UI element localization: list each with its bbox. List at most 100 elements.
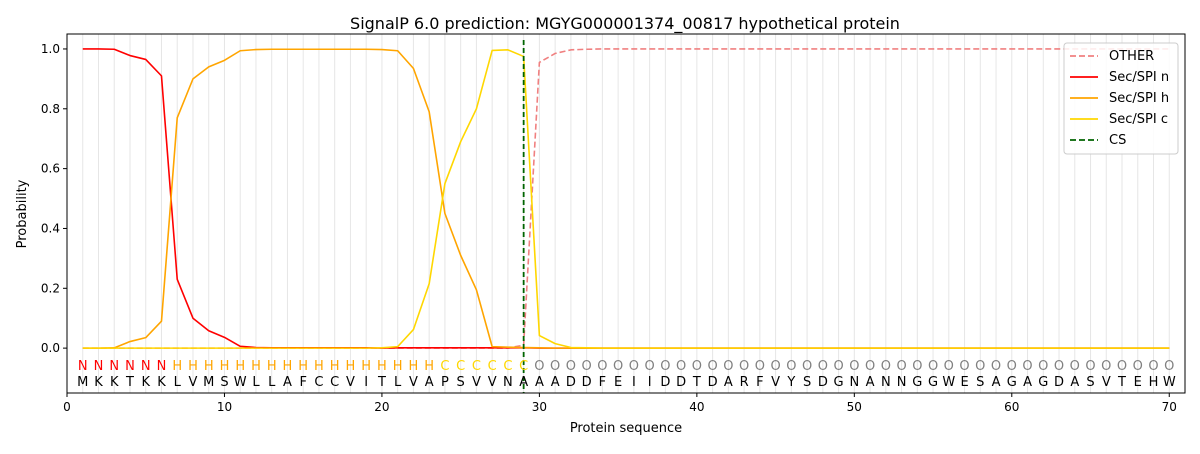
region-label: O bbox=[723, 359, 733, 374]
residue-label: V bbox=[488, 375, 497, 390]
residue-label: I bbox=[364, 375, 368, 390]
region-label: O bbox=[692, 359, 702, 374]
region-label: H bbox=[204, 359, 214, 374]
residue-label: K bbox=[141, 375, 150, 390]
residue-label: I bbox=[648, 375, 652, 390]
residue-label: W bbox=[942, 375, 955, 390]
region-label: N bbox=[125, 359, 135, 374]
series-line-sec-spi-h: Sec/SPI h bbox=[82, 48, 1170, 349]
region-label: O bbox=[818, 359, 828, 374]
region-label: O bbox=[912, 359, 922, 374]
region-label: O bbox=[1101, 359, 1111, 374]
region-label: O bbox=[944, 359, 954, 374]
region-label: O bbox=[1038, 359, 1048, 374]
x-tick-label: 40 bbox=[689, 400, 704, 414]
y-axis-label: Probability bbox=[15, 179, 30, 248]
region-label: O bbox=[1007, 359, 1017, 374]
region-label: O bbox=[1117, 359, 1127, 374]
region-label: O bbox=[802, 359, 812, 374]
residue-label: W bbox=[1163, 375, 1176, 390]
residue-label: F bbox=[599, 375, 606, 390]
residue-label: M bbox=[77, 375, 88, 390]
region-label: O bbox=[881, 359, 891, 374]
residue-label: E bbox=[614, 375, 622, 390]
residue-label: T bbox=[1117, 375, 1126, 390]
region-label: O bbox=[629, 359, 639, 374]
region-label: O bbox=[566, 359, 576, 374]
region-label: H bbox=[298, 359, 308, 374]
region-label: O bbox=[645, 359, 655, 374]
region-label: H bbox=[188, 359, 198, 374]
region-label: O bbox=[928, 359, 938, 374]
region-label: O bbox=[1133, 359, 1143, 374]
region-label: O bbox=[786, 359, 796, 374]
residue-label: V bbox=[189, 375, 198, 390]
residue-label: K bbox=[157, 375, 166, 390]
residue-label: D bbox=[660, 375, 670, 390]
x-tick-label: 70 bbox=[1162, 400, 1177, 414]
plot-frame bbox=[66, 33, 1186, 394]
region-label: N bbox=[94, 359, 104, 374]
region-label: O bbox=[1054, 359, 1064, 374]
residue-label: N bbox=[503, 375, 513, 390]
residue-label: F bbox=[299, 375, 306, 390]
residue-label: Y bbox=[786, 375, 795, 390]
residue-label: L bbox=[268, 375, 276, 390]
legend-label: CS bbox=[1109, 133, 1126, 148]
residue-label: G bbox=[1007, 375, 1017, 390]
residue-label: W bbox=[234, 375, 247, 390]
series-line-sec-spi-n: Sec/SPI n bbox=[82, 48, 1170, 349]
region-label: O bbox=[833, 359, 843, 374]
residue-label: S bbox=[976, 375, 984, 390]
region-label: O bbox=[707, 359, 717, 374]
legend-label: Sec/SPI h bbox=[1109, 91, 1169, 106]
residue-label: G bbox=[912, 375, 922, 390]
x-tick-label: 50 bbox=[847, 400, 862, 414]
region-label: O bbox=[991, 359, 1001, 374]
region-label: N bbox=[109, 359, 119, 374]
region-label: O bbox=[739, 359, 749, 374]
region-label: O bbox=[582, 359, 592, 374]
residue-label: D bbox=[676, 375, 686, 390]
residue-label: N bbox=[897, 375, 907, 390]
region-label: H bbox=[393, 359, 403, 374]
region-label: O bbox=[1148, 359, 1158, 374]
region-label: O bbox=[1164, 359, 1174, 374]
region-label: O bbox=[865, 359, 875, 374]
residue-label: S bbox=[803, 375, 811, 390]
residue-label: R bbox=[740, 375, 749, 390]
legend-label: Sec/SPI c bbox=[1109, 112, 1168, 127]
region-label: O bbox=[534, 359, 544, 374]
y-tick-label: 0.2 bbox=[41, 281, 60, 295]
residue-label: A bbox=[283, 375, 292, 390]
legend-box bbox=[1063, 42, 1179, 155]
region-label: H bbox=[283, 359, 293, 374]
region-label: H bbox=[220, 359, 230, 374]
region-label: C bbox=[456, 359, 465, 374]
x-tick-label: 30 bbox=[532, 400, 547, 414]
x-axis: 0 10 20 30 40 50 60 70 bbox=[63, 393, 1177, 414]
region-label: H bbox=[361, 359, 371, 374]
residue-label: G bbox=[928, 375, 938, 390]
x-tick-label: 60 bbox=[1004, 400, 1019, 414]
chart-title: SignalP 6.0 prediction: MGYG000001374_00… bbox=[350, 14, 900, 34]
legend-label: Sec/SPI n bbox=[1109, 70, 1169, 85]
region-label: O bbox=[849, 359, 859, 374]
residue-label: P bbox=[441, 375, 449, 390]
region-label: O bbox=[550, 359, 560, 374]
grid-layer bbox=[82, 34, 1170, 393]
region-label: O bbox=[975, 359, 985, 374]
region-label: C bbox=[472, 359, 481, 374]
residue-label: A bbox=[1070, 375, 1079, 390]
y-tick-label: 0.0 bbox=[41, 341, 60, 355]
residue-label: G bbox=[1038, 375, 1048, 390]
legend: OTHER Sec/SPI n Sec/SPI h Sec/SPI c CS bbox=[1063, 42, 1179, 155]
residue-label: V bbox=[1102, 375, 1111, 390]
region-label: O bbox=[1022, 359, 1032, 374]
residue-label: A bbox=[551, 375, 560, 390]
residue-label: G bbox=[834, 375, 844, 390]
region-label: H bbox=[267, 359, 277, 374]
residue-label: H bbox=[1149, 375, 1159, 390]
region-label: H bbox=[251, 359, 261, 374]
